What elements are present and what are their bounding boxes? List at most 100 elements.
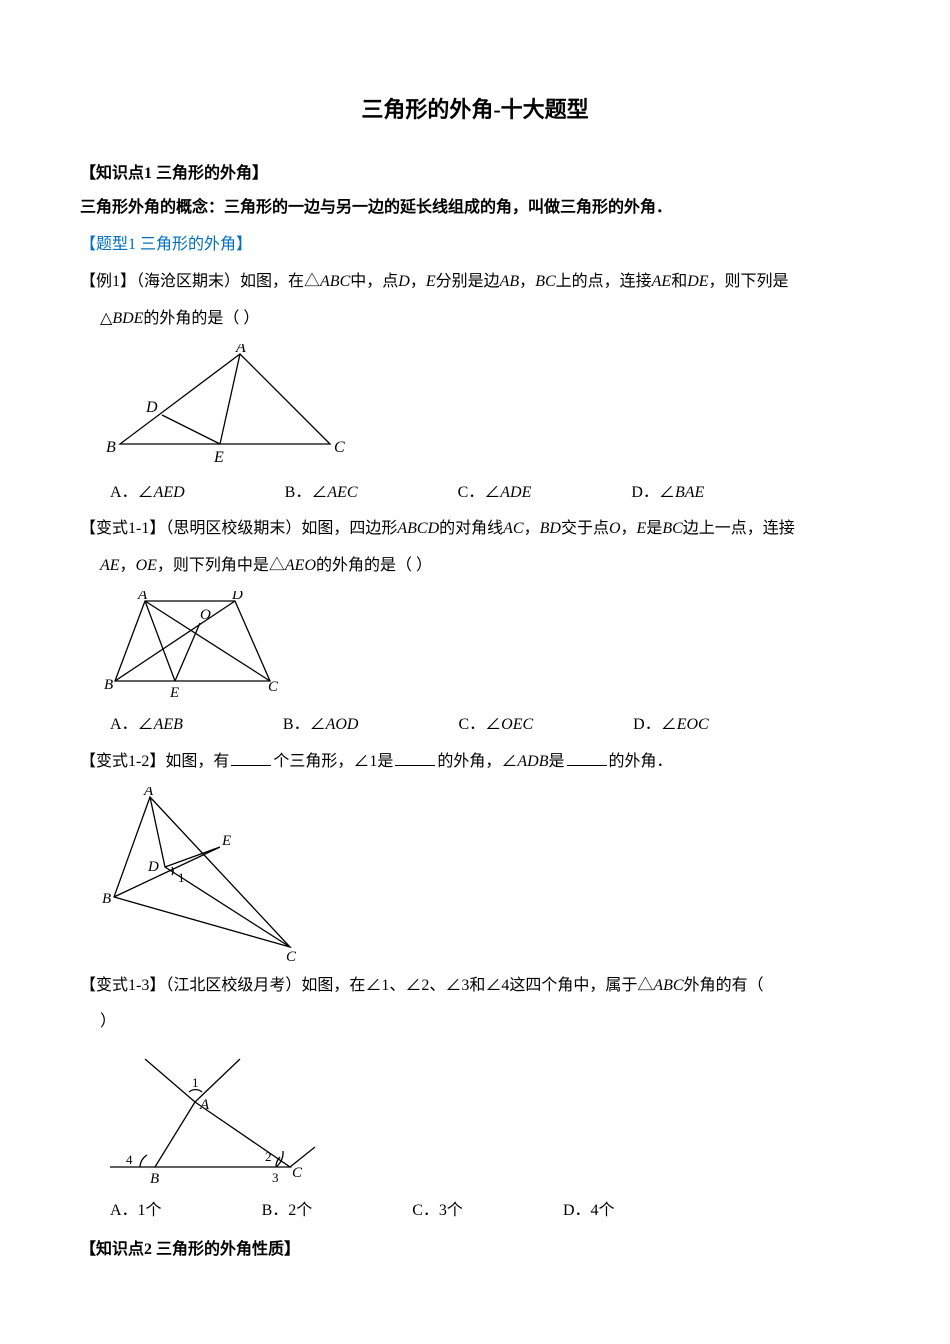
choice-a: A．∠AEB	[110, 711, 183, 740]
label-1: 1	[178, 870, 185, 885]
text: 的对角线	[439, 520, 503, 537]
choices-ex1: A．∠AED B．∠AEC C．∠ADE D．∠BAE	[110, 479, 870, 508]
label-E: E	[169, 685, 179, 701]
val: AED	[154, 484, 185, 501]
choice-d: D．4个	[563, 1197, 615, 1226]
label: D．∠	[633, 716, 677, 733]
label-n2: 2	[265, 1149, 272, 1164]
var: BC	[662, 520, 682, 537]
label: C．∠	[458, 716, 501, 733]
text: △	[100, 310, 112, 327]
var: ABC	[653, 977, 683, 994]
val: OEC	[501, 716, 533, 733]
choice-a: A．1个	[110, 1197, 162, 1226]
page-title: 三角形的外角-十大题型	[80, 90, 870, 130]
knowledge-point-1-header: 【知识点1 三角形的外角】	[80, 160, 870, 189]
figure-var13: A B C 1 2 3 4	[100, 1047, 870, 1187]
var: BDE	[112, 310, 143, 327]
val: AOD	[326, 716, 359, 733]
text: 的外角，∠	[437, 753, 517, 770]
label-B: B	[106, 439, 116, 456]
example-1: 【例1】（海沧区期末）如图，在△ABC中，点D，E分别是边AB，BC上的点，连接…	[80, 268, 870, 297]
text: ，	[120, 557, 136, 574]
val: ADE	[500, 484, 531, 501]
val: AEB	[154, 716, 183, 733]
example-1-line2: △BDE的外角的是（ ）	[100, 305, 870, 334]
label-C: C	[334, 439, 345, 456]
choice-b: B．2个	[262, 1197, 313, 1226]
text: ，	[410, 273, 426, 290]
variant-1-1: 【变式1-1】（思明区校级期末）如图，四边形ABCD的对角线AC，BD交于点O，…	[80, 515, 870, 544]
label-C: C	[268, 679, 279, 695]
label-n1: 1	[192, 1075, 199, 1090]
text: 中，点	[350, 273, 398, 290]
variant-1-3: 【变式1-3】（江北区校级月考）如图，在∠1、∠2、∠3和∠4这四个角中，属于△…	[80, 972, 870, 1001]
text: 【变式1-1】（思明区校级期末）如图，四边形	[80, 520, 397, 537]
knowledge-point-2-header: 【知识点2 三角形的外角性质】	[80, 1236, 870, 1265]
var: E	[637, 520, 647, 537]
topic-1-header: 【题型1 三角形的外角】	[80, 231, 870, 260]
var: AE	[100, 557, 120, 574]
choice-c: C．3个	[412, 1197, 463, 1226]
text: ，	[621, 520, 637, 537]
label-B: B	[102, 891, 111, 907]
blank	[395, 750, 435, 766]
text: 【变式1-3】（江北区校级月考）如图，在∠1、∠2、∠3和∠4这四个角中，属于△	[80, 977, 653, 994]
label-O: O	[200, 607, 211, 623]
label: D．∠	[631, 484, 675, 501]
text: 是	[548, 753, 564, 770]
choice-a: A．∠AED	[110, 479, 185, 508]
text: ，	[519, 273, 535, 290]
text: 的外角．	[609, 753, 673, 770]
text: 分别是边	[436, 273, 500, 290]
label-A: A	[143, 787, 154, 799]
blank	[567, 750, 607, 766]
var: AC	[503, 520, 523, 537]
label: A．∠	[110, 484, 154, 501]
variant-1-3-close: ）	[100, 1008, 870, 1037]
var: ABC	[320, 273, 350, 290]
var: E	[426, 273, 436, 290]
variant-1-2: 【变式1-2】如图，有个三角形，∠1是的外角，∠ADB是的外角．	[80, 748, 870, 777]
choice-b: B．∠AEC	[285, 479, 358, 508]
label-C: C	[286, 949, 297, 962]
var: AE	[652, 273, 672, 290]
text: 和	[671, 273, 687, 290]
label: C．∠	[458, 484, 501, 501]
val: BAE	[675, 484, 704, 501]
val: EOC	[677, 716, 709, 733]
figure-var11: A D B C E O	[100, 591, 870, 701]
var: BD	[540, 520, 561, 537]
var: D	[398, 273, 410, 290]
text: 的外角的是（ ）	[316, 557, 432, 574]
text: 上的点，连接	[556, 273, 652, 290]
figure-var12: A B C D E 1	[100, 787, 870, 962]
text: ，	[524, 520, 540, 537]
choices-var13: A．1个 B．2个 C．3个 D．4个	[110, 1197, 870, 1226]
text: ，则下列角中是△	[157, 557, 285, 574]
text: 外角的有（	[684, 977, 764, 994]
choice-c: C．∠ADE	[458, 479, 532, 508]
var: ABCD	[397, 520, 439, 537]
val: AEC	[327, 484, 357, 501]
label-D: D	[145, 399, 158, 416]
choices-var11: A．∠AEB B．∠AOD C．∠OEC D．∠EOC	[110, 711, 870, 740]
var: ADB	[517, 753, 548, 770]
text: 的外角的是（ ）	[143, 310, 259, 327]
var: O	[609, 520, 621, 537]
var: AEO	[285, 557, 316, 574]
choice-d: D．∠EOC	[633, 711, 709, 740]
variant-1-1-line2: AE，OE，则下列角中是△AEO的外角的是（ ）	[100, 552, 870, 581]
var: BC	[535, 273, 555, 290]
label: B．∠	[283, 716, 326, 733]
choice-b: B．∠AOD	[283, 711, 359, 740]
choice-d: D．∠BAE	[631, 479, 704, 508]
choice-c: C．∠OEC	[458, 711, 533, 740]
definition-text: 三角形外角的概念：三角形的一边与另一边的延长线组成的角，叫做三角形的外角．	[80, 194, 870, 223]
label: B．∠	[285, 484, 328, 501]
figure-ex1: A B C D E	[100, 344, 870, 469]
label-E: E	[221, 833, 231, 849]
text: 交于点	[561, 520, 609, 537]
label-B: B	[104, 677, 113, 693]
label-A: A	[137, 591, 148, 603]
